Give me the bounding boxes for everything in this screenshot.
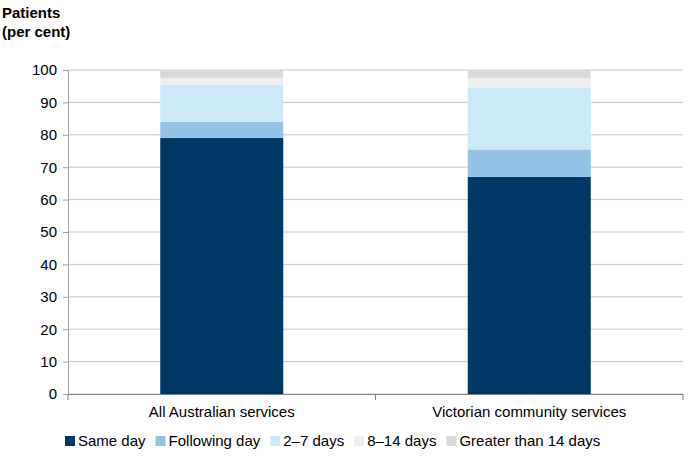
- category-separator: [68, 394, 69, 400]
- y-tick-mark: [63, 394, 68, 395]
- y-tick: 10: [40, 353, 68, 370]
- grid: [68, 70, 683, 394]
- category-separators: [68, 394, 683, 400]
- y-axis-title-line: (per cent): [2, 23, 70, 40]
- y-tick-mark: [63, 264, 68, 265]
- legend-label: Same day: [78, 432, 146, 449]
- x-tick-label: Victorian community services: [432, 403, 626, 420]
- bar-segment: [468, 88, 591, 150]
- y-tick-label: 80: [40, 126, 57, 143]
- legend-swatch: [156, 436, 166, 446]
- y-axis-line: [63, 71, 69, 395]
- legend-swatch: [446, 436, 456, 446]
- y-tick: 90: [40, 94, 68, 111]
- y-tick-label: 90: [40, 94, 57, 111]
- y-tick-label: 100: [32, 61, 57, 78]
- y-tick-mark: [63, 102, 68, 103]
- y-tick-label: 20: [40, 321, 57, 338]
- y-tick-mark: [63, 329, 68, 330]
- y-tick: 30: [40, 288, 68, 305]
- chart: 0 10 20 30 40 50 60 70 80 90 100 All Australian ser…: [0, 0, 688, 461]
- y-tick-label: 0: [49, 385, 57, 402]
- legend-item: 8–14 days: [354, 432, 436, 449]
- legend: Same day Following day 2–7 days 8–14 days Gr…: [65, 432, 600, 449]
- series: [160, 85, 591, 150]
- legend-swatch: [65, 436, 75, 446]
- bar-segment: [468, 78, 591, 88]
- y-tick: 80: [40, 126, 68, 143]
- legend-item: Greater than 14 days: [446, 432, 600, 449]
- legend-label: 2–7 days: [283, 432, 344, 449]
- bar-segment: [468, 70, 591, 78]
- x-axis: All Australian services Victorian communi…: [68, 394, 684, 420]
- y-tick: 20: [40, 321, 68, 338]
- x-tick: All Australian services: [149, 394, 295, 420]
- y-tick: 0: [49, 385, 68, 402]
- x-tick: Victorian community services: [432, 394, 626, 420]
- legend-swatch: [354, 436, 364, 446]
- y-tick-mark: [63, 297, 68, 298]
- y-tick-mark: [63, 200, 68, 201]
- y-tick-label: 50: [40, 223, 57, 240]
- bar-segment: [468, 177, 591, 394]
- y-tick: 70: [40, 159, 68, 176]
- legend-item: 2–7 days: [270, 432, 344, 449]
- y-tick-label: 60: [40, 191, 57, 208]
- y-tick: 40: [40, 256, 68, 273]
- y-tick-mark: [63, 167, 68, 168]
- y-tick-label: 30: [40, 288, 57, 305]
- y-tick-label: 70: [40, 159, 57, 176]
- bars: [160, 70, 591, 394]
- category-separator: [375, 394, 376, 400]
- bar-segment: [160, 70, 283, 78]
- bar-segment: [160, 138, 283, 394]
- y-tick-label: 40: [40, 256, 57, 273]
- series: [160, 70, 591, 78]
- legend-label: 8–14 days: [367, 432, 436, 449]
- x-tick-label: All Australian services: [149, 403, 295, 420]
- legend-label: Following day: [169, 432, 261, 449]
- bar-segment: [468, 149, 591, 177]
- legend-item: Following day: [156, 432, 261, 449]
- y-tick-mark: [63, 362, 68, 363]
- y-tick-mark: [63, 70, 68, 71]
- bar-segment: [160, 78, 283, 84]
- series: [160, 78, 591, 88]
- y-tick: 60: [40, 191, 68, 208]
- series: [160, 138, 591, 394]
- plot-area: 0 10 20 30 40 50 60 70 80 90 100 All Australian ser…: [32, 61, 684, 419]
- category-separator: [683, 394, 684, 400]
- y-tick-mark: [63, 232, 68, 233]
- legend-item: Same day: [65, 432, 146, 449]
- y-axis-title: Patients (per cent): [2, 4, 70, 40]
- y-tick: 50: [40, 223, 68, 240]
- y-axis: 0 10 20 30 40 50 60 70 80 90 100: [32, 61, 69, 402]
- legend-label: Greater than 14 days: [459, 432, 600, 449]
- y-axis-title-line: Patients: [2, 4, 60, 21]
- bar-segment: [160, 85, 283, 122]
- y-tick-mark: [63, 135, 68, 136]
- legend-swatch: [270, 436, 280, 446]
- bar-segment: [160, 122, 283, 138]
- y-tick: 100: [32, 61, 68, 78]
- y-tick-label: 10: [40, 353, 57, 370]
